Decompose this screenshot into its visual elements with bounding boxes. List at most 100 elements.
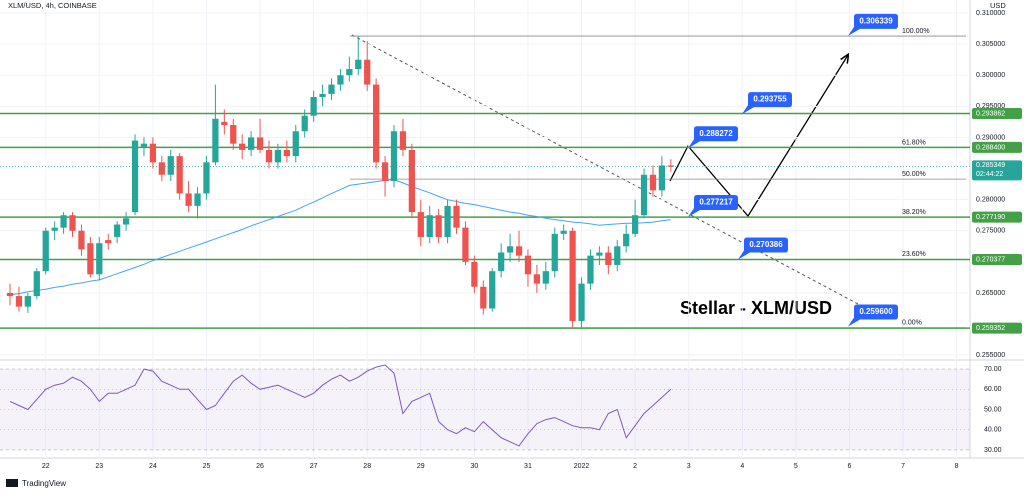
y-tick-label: 0.290000: [976, 134, 1005, 141]
candle-body: [569, 230, 576, 321]
fib-label: 100.00%: [902, 28, 930, 35]
brand: TradingView: [22, 479, 66, 488]
candle-body: [506, 246, 514, 253]
callout-box: [688, 194, 738, 217]
x-tick-label: 23: [95, 463, 103, 470]
y-tick-label: 0.310000: [976, 10, 1005, 17]
callout-label: 0.306339: [859, 16, 893, 25]
y-tick-label: 0.295000: [976, 103, 1005, 110]
candle-body: [614, 246, 621, 265]
rsi-tick-label: 30.00: [984, 447, 1002, 454]
candle-body: [515, 246, 523, 256]
candle-body: [194, 193, 201, 206]
candle-body: [265, 149, 273, 163]
candle-body: [158, 162, 165, 175]
callout: 0.277217: [688, 194, 738, 217]
x-tick-label: 27: [310, 463, 318, 470]
candle-body: [399, 131, 407, 150]
candle-body: [640, 174, 648, 216]
x-tick-label: 6: [847, 463, 851, 470]
candle-body: [498, 252, 505, 272]
chart-title: Stellar - XLM/USD: [680, 298, 832, 318]
candle-body: [256, 137, 264, 150]
candle-body: [631, 215, 639, 234]
candle-body: [167, 156, 174, 175]
callout-label: 0.288272: [699, 129, 733, 138]
candle-body: [96, 243, 103, 275]
candle-body: [533, 274, 541, 284]
last-price-label: 0.285349: [976, 162, 1005, 169]
fib-label: 50.00%: [902, 171, 926, 178]
candle-body: [247, 137, 255, 150]
candle-body: [658, 165, 666, 191]
currency: USD: [990, 1, 1006, 10]
candle-body: [596, 252, 603, 256]
candle-body: [337, 75, 344, 85]
callout-label: 0.259600: [859, 307, 893, 316]
fib-label: 61.80%: [902, 139, 926, 146]
candle-body: [587, 255, 594, 284]
callout-label: 0.293755: [753, 95, 787, 104]
x-tick-label: 29: [417, 463, 425, 470]
level-label: 0.259352: [976, 325, 1005, 332]
candle-body: [292, 131, 299, 157]
level-label-box: [972, 211, 1022, 223]
rsi-line: [9, 364, 672, 447]
x-tick-label: 8: [955, 463, 959, 470]
callout-box: [742, 92, 792, 115]
candle-body: [462, 227, 469, 262]
candle-body: [390, 131, 398, 181]
x-tick-label: 24: [149, 463, 157, 470]
candle-body: [480, 286, 487, 309]
x-tick-label: 5: [794, 463, 798, 470]
candle-body: [274, 149, 282, 163]
candle-body: [42, 230, 49, 272]
candle-body: [230, 125, 237, 144]
symbol-info: XLM/USD, 4h, COINBASE: [8, 1, 97, 10]
candle-body: [381, 162, 389, 181]
y-tick-label: 0.300000: [976, 72, 1005, 79]
candle-body: [328, 84, 335, 94]
candle-body: [667, 165, 674, 167]
candle-body: [60, 215, 67, 228]
rsi-tick-label: 60.00: [984, 386, 1002, 393]
callout: 0.293755: [742, 92, 792, 115]
logo-mark: [6, 479, 18, 487]
candle-body: [578, 283, 585, 321]
candle-body: [221, 121, 228, 126]
rsi-tick-label: 70.00: [984, 366, 1002, 373]
candle-body: [453, 205, 460, 228]
candle-body: [444, 205, 451, 237]
callout: 0.270386: [738, 237, 788, 260]
projection-path: [669, 55, 848, 218]
candle-body: [310, 97, 317, 116]
callout-label: 0.277217: [699, 198, 733, 207]
candle-body: [33, 271, 40, 297]
callout-box: [848, 304, 898, 327]
x-tick-label: 7: [901, 463, 905, 470]
level-label-box: [972, 254, 1022, 266]
candle-body: [560, 230, 567, 234]
candle-body: [78, 230, 85, 250]
candle-body: [131, 140, 139, 213]
callout: 0.288272: [688, 126, 738, 149]
candle-body: [605, 252, 612, 265]
candle-body: [417, 212, 424, 237]
candle-body: [212, 118, 219, 163]
candle-body: [524, 255, 532, 275]
candle-body: [114, 224, 121, 237]
candle-body: [319, 93, 326, 98]
level-label: 0.293862: [976, 110, 1005, 117]
candle-body: [551, 233, 558, 272]
candle-body: [542, 271, 549, 284]
x-tick-label: 2022: [574, 463, 590, 470]
callout-label: 0.270386: [749, 240, 783, 249]
candle-body: [623, 233, 630, 247]
level-label-box: [972, 322, 1022, 334]
x-tick-label: 31: [524, 463, 532, 470]
level-label: 0.277190: [976, 214, 1005, 221]
rsi-tick-label: 40.00: [984, 427, 1002, 434]
level-label: 0.288400: [976, 144, 1005, 151]
callout-box: [848, 13, 898, 36]
